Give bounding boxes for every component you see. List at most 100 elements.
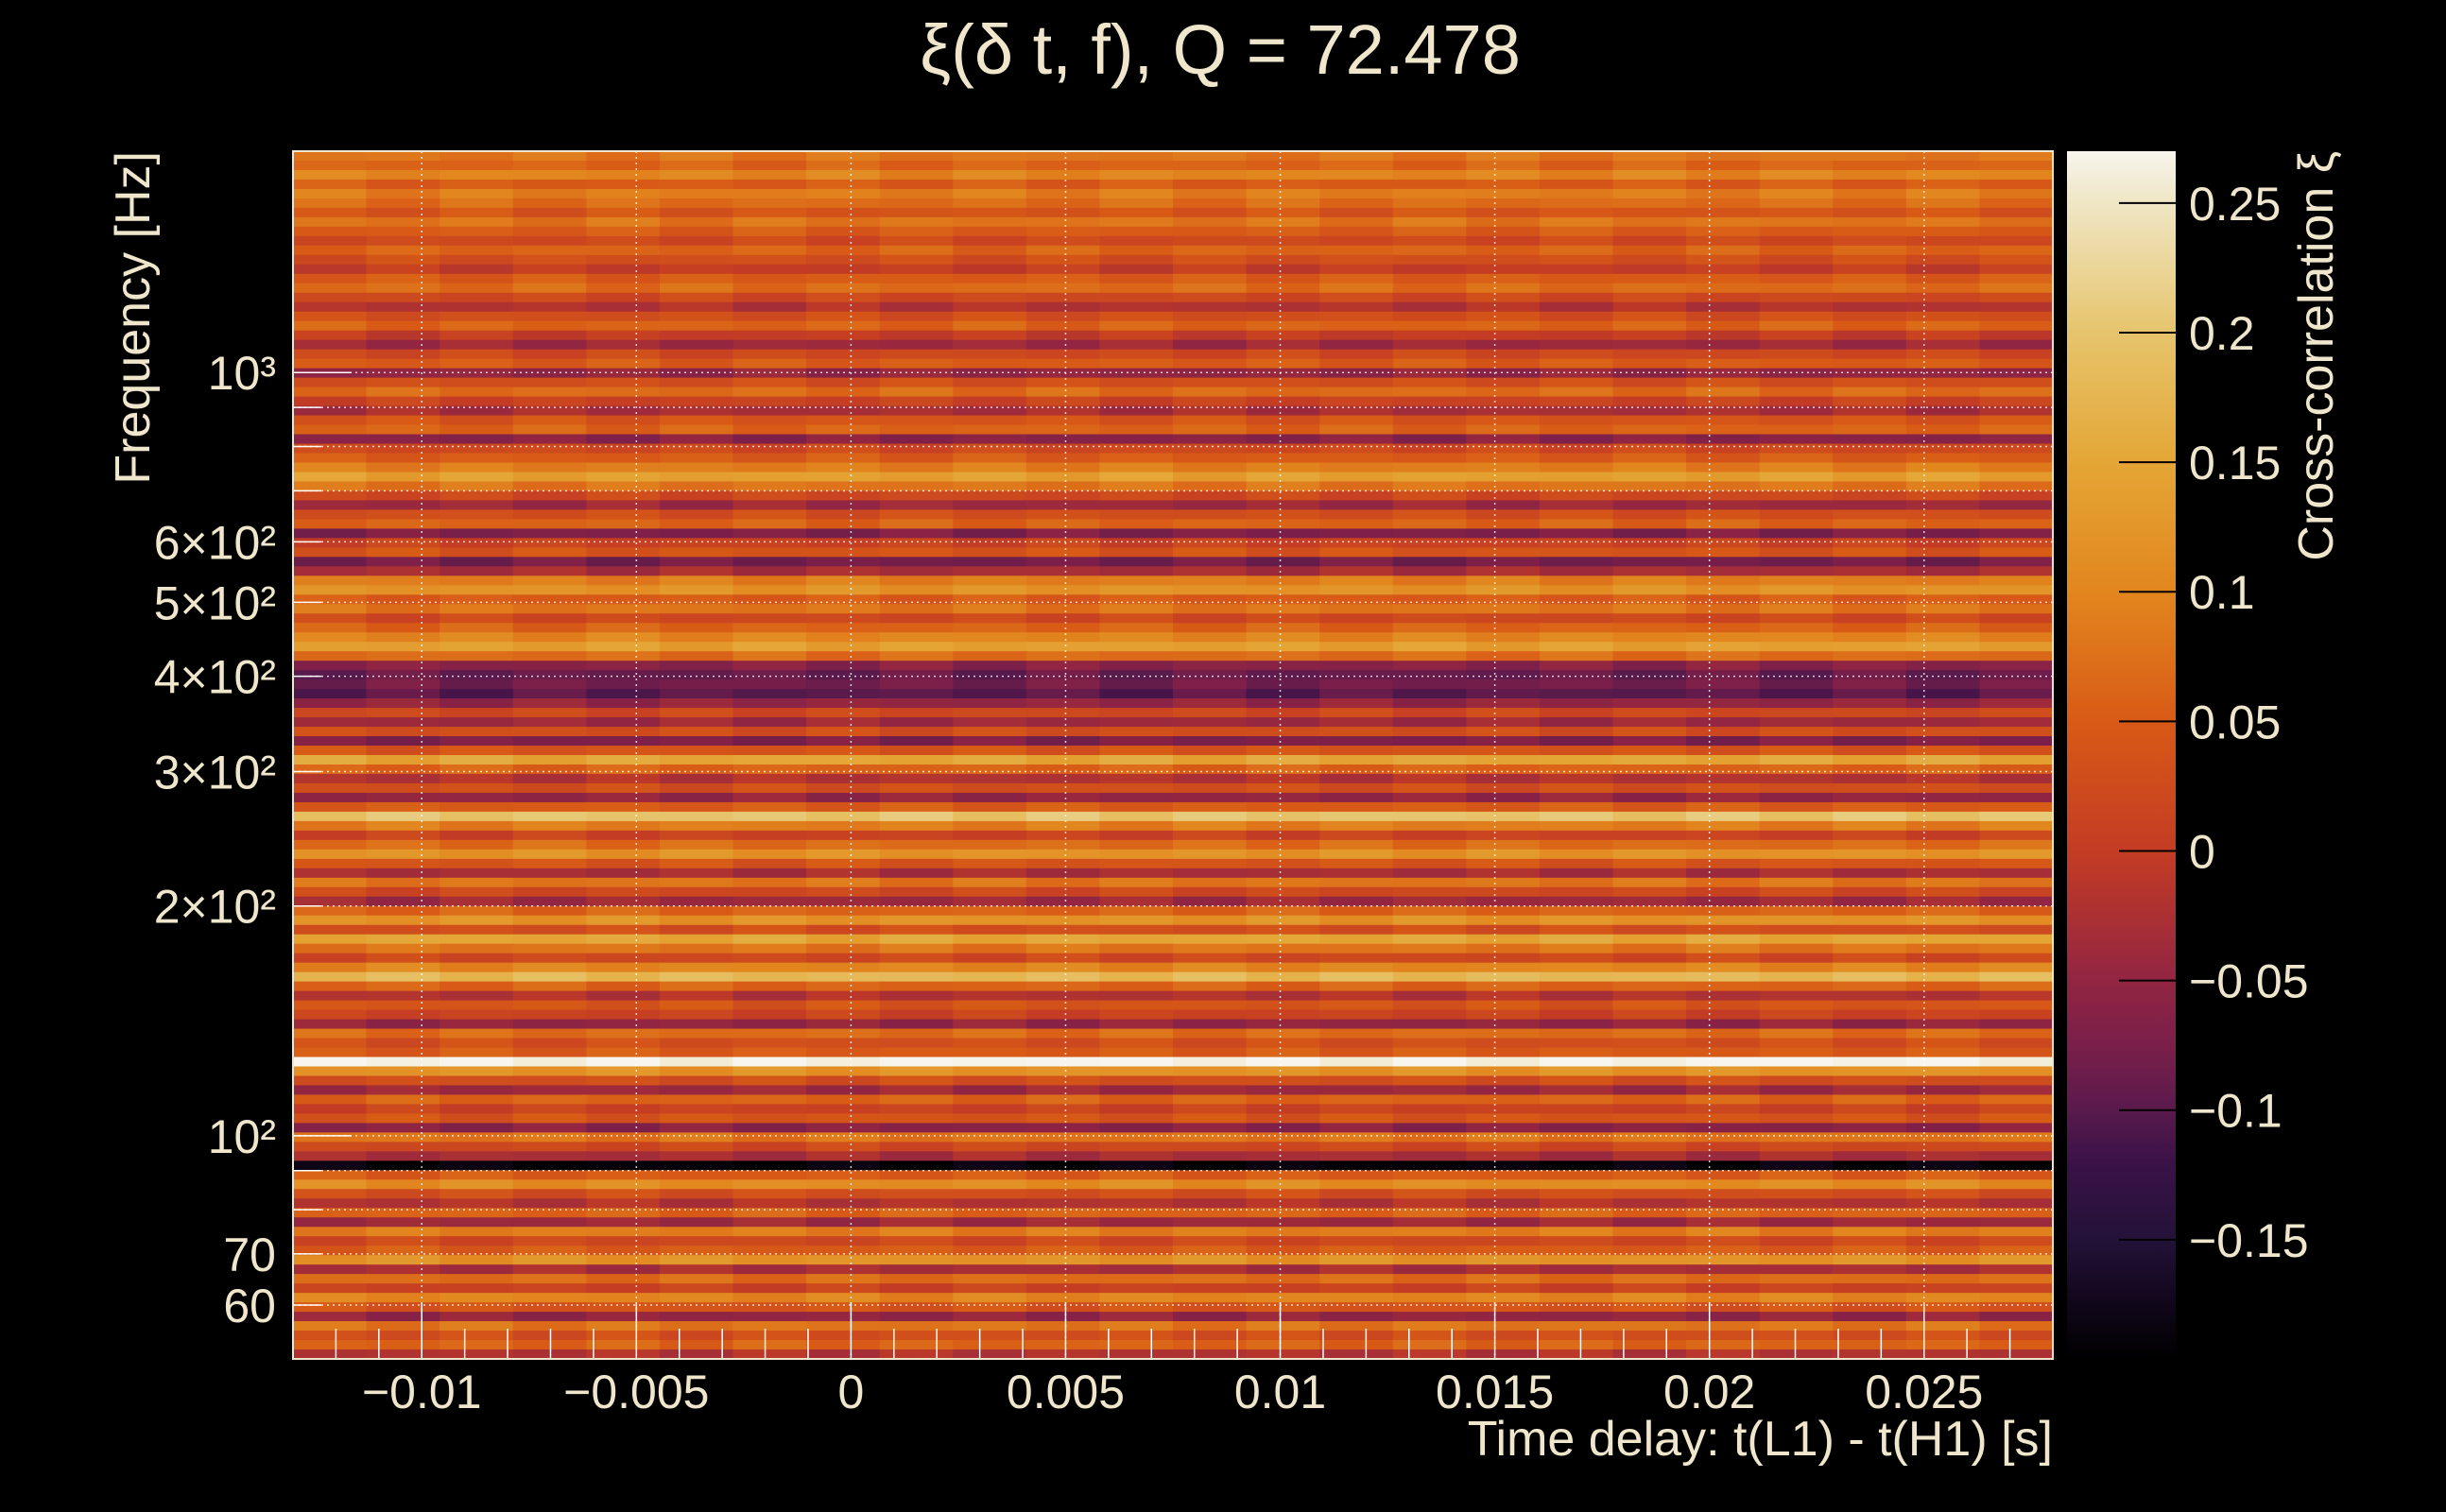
heatmap-cell bbox=[1759, 849, 1834, 860]
heatmap-cell bbox=[586, 670, 661, 680]
heatmap-cell bbox=[1392, 264, 1467, 275]
heatmap-cell bbox=[1099, 415, 1174, 426]
heatmap-cell bbox=[806, 1038, 881, 1049]
heatmap-cell bbox=[1686, 924, 1761, 936]
heatmap-cell bbox=[1979, 1227, 2054, 1237]
heatmap-cell bbox=[1319, 1198, 1394, 1209]
heatmap-cell bbox=[1539, 1151, 1614, 1161]
heatmap-cell bbox=[1539, 746, 1614, 756]
heatmap-cell bbox=[1686, 283, 1761, 294]
heatmap-cell bbox=[439, 830, 514, 841]
heatmap-cell bbox=[1466, 453, 1541, 464]
heatmap-cell bbox=[1246, 387, 1320, 398]
heatmap-cell bbox=[586, 877, 661, 888]
heatmap-cell bbox=[1025, 301, 1101, 313]
heatmap-cell bbox=[439, 962, 514, 973]
heatmap-cell bbox=[1173, 1000, 1248, 1011]
heatmap-cell bbox=[1025, 1123, 1101, 1133]
heatmap-cell bbox=[806, 981, 881, 992]
heatmap-cell bbox=[1173, 755, 1248, 765]
heatmap-cell bbox=[1025, 424, 1101, 436]
heatmap-cell bbox=[366, 424, 440, 436]
heatmap-cell bbox=[1319, 216, 1394, 228]
heatmap-cell bbox=[953, 1236, 1027, 1246]
heatmap-cell bbox=[1979, 339, 2054, 351]
heatmap-cell bbox=[879, 896, 954, 907]
heatmap-cell bbox=[439, 1038, 514, 1049]
heatmap-cell bbox=[512, 1057, 587, 1068]
heatmap-cell bbox=[1539, 453, 1614, 464]
heatmap-cell bbox=[1905, 736, 1981, 747]
heatmap-cell bbox=[1905, 604, 1981, 614]
heatmap-cell bbox=[1173, 604, 1248, 614]
heatmap-cell bbox=[512, 736, 587, 747]
heatmap-cell bbox=[586, 1009, 661, 1021]
heatmap-cell bbox=[1319, 349, 1394, 360]
heatmap-cell bbox=[1979, 717, 2054, 728]
heatmap-cell bbox=[1686, 811, 1761, 822]
heatmap-cell bbox=[586, 623, 661, 633]
heatmap-cell bbox=[366, 1113, 440, 1124]
heatmap-cell bbox=[879, 905, 954, 917]
heatmap-cell bbox=[586, 339, 661, 351]
heatmap-cell bbox=[366, 528, 440, 539]
heatmap-cell bbox=[1905, 981, 1981, 992]
heatmap-cell bbox=[293, 1057, 368, 1068]
heatmap-cell bbox=[1246, 1283, 1320, 1294]
heatmap-cell bbox=[659, 792, 734, 803]
heatmap-cell bbox=[1539, 500, 1614, 510]
heatmap-cell bbox=[1612, 1057, 1687, 1068]
heatmap-cell bbox=[806, 924, 881, 936]
heatmap-cell bbox=[586, 755, 661, 765]
heatmap-cell bbox=[1099, 462, 1174, 473]
heatmap-cell bbox=[1025, 1189, 1101, 1199]
heatmap-cell bbox=[1539, 981, 1614, 992]
heatmap-cell bbox=[1246, 1123, 1320, 1133]
heatmap-cell bbox=[1392, 604, 1467, 614]
heatmap-cell bbox=[1319, 1019, 1394, 1030]
heatmap-cell bbox=[1905, 283, 1981, 294]
heatmap-cell bbox=[1246, 481, 1320, 492]
heatmap-cell bbox=[512, 1151, 587, 1161]
heatmap-cell bbox=[659, 490, 734, 502]
heatmap-cell bbox=[1686, 632, 1761, 643]
heatmap-cell bbox=[1173, 1179, 1248, 1190]
heatmap-cell bbox=[293, 924, 368, 936]
heatmap-cell bbox=[1246, 1217, 1320, 1228]
heatmap-cell bbox=[806, 434, 881, 445]
heatmap-cell bbox=[1833, 868, 1907, 879]
heatmap-cell bbox=[1905, 1283, 1981, 1294]
heatmap-cell bbox=[293, 1000, 368, 1011]
heatmap-cell bbox=[1612, 1123, 1687, 1133]
heatmap-cell bbox=[1173, 1132, 1248, 1143]
heatmap-cell bbox=[1979, 1019, 2054, 1030]
heatmap-cell bbox=[953, 1274, 1027, 1284]
heatmap-cell bbox=[1759, 727, 1834, 737]
heatmap-cell bbox=[366, 547, 440, 558]
heatmap-cell bbox=[1173, 1075, 1248, 1087]
heatmap-cell bbox=[1466, 557, 1541, 567]
heatmap-cell bbox=[1099, 1331, 1174, 1341]
heatmap-cell bbox=[1173, 820, 1248, 832]
heatmap-cell bbox=[1246, 990, 1320, 1002]
heatmap-cell bbox=[659, 642, 734, 652]
heatmap-cell bbox=[953, 292, 1027, 303]
heatmap-cell bbox=[1099, 1349, 1174, 1360]
heatmap-cell bbox=[1025, 1198, 1101, 1209]
heatmap-cell bbox=[512, 283, 587, 294]
heatmap-cell bbox=[293, 868, 368, 879]
heatmap-cell bbox=[512, 1123, 587, 1133]
heatmap-cell bbox=[293, 1038, 368, 1049]
heatmap-cell bbox=[293, 679, 368, 690]
heatmap-cell bbox=[1539, 264, 1614, 275]
heatmap-cell bbox=[806, 943, 881, 954]
heatmap-cell bbox=[1686, 292, 1761, 303]
heatmap-cell bbox=[953, 198, 1027, 209]
heatmap-cell bbox=[1392, 594, 1467, 605]
heatmap-cell bbox=[1759, 358, 1834, 369]
heatmap-cell bbox=[953, 830, 1027, 841]
heatmap-cell bbox=[1833, 755, 1907, 765]
heatmap-cell bbox=[1392, 1227, 1467, 1237]
heatmap-cell bbox=[439, 1057, 514, 1068]
